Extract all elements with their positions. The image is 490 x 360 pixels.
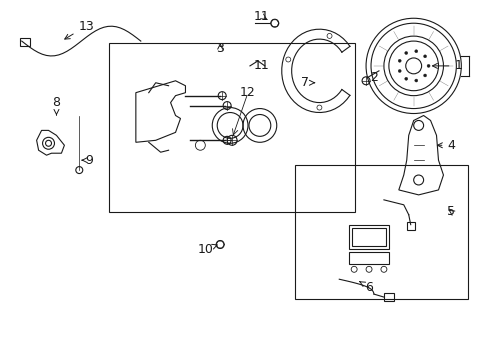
Text: 13: 13 [65, 20, 94, 39]
Circle shape [427, 64, 430, 67]
Text: 2: 2 [370, 71, 378, 84]
Bar [384, 293, 394, 301]
Circle shape [405, 77, 408, 80]
Circle shape [415, 79, 418, 82]
Text: 11: 11 [254, 59, 270, 72]
Bar [20, 38, 30, 46]
Text: 1: 1 [433, 59, 462, 72]
Circle shape [423, 74, 427, 77]
Circle shape [405, 51, 408, 54]
Circle shape [398, 69, 401, 72]
Text: 8: 8 [52, 96, 60, 115]
Text: 10: 10 [197, 243, 217, 256]
Bar [349, 252, 389, 264]
Text: 12: 12 [240, 86, 256, 99]
Circle shape [398, 59, 401, 62]
Text: 6: 6 [360, 281, 373, 294]
Bar [349, 225, 389, 249]
Text: 5: 5 [447, 205, 455, 218]
Bar [109, 43, 355, 212]
Text: 11: 11 [254, 10, 270, 23]
Text: 3: 3 [216, 41, 224, 54]
Circle shape [415, 50, 418, 53]
Bar [407, 222, 415, 230]
Text: 9: 9 [82, 154, 93, 167]
Text: 7: 7 [300, 76, 315, 89]
Text: 4: 4 [438, 139, 455, 152]
Bar [294, 165, 468, 299]
Circle shape [423, 55, 427, 58]
Bar [352, 228, 386, 247]
